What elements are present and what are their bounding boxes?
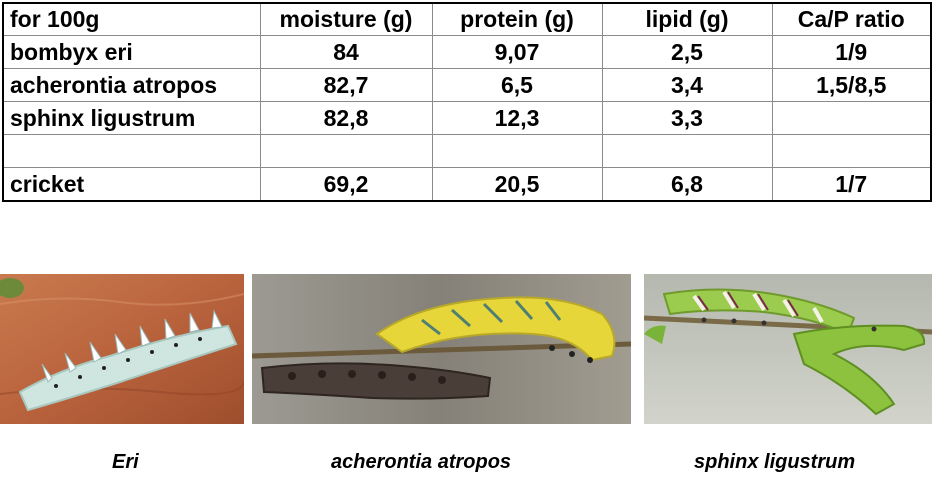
table-header-row: for 100g moisture (g) protein (g) lipid …	[2, 2, 932, 36]
table-row: bombyx eri 84 9,07 2,5 1/9	[2, 35, 932, 69]
row-label: acherontia atropos	[2, 68, 261, 102]
sphinx-caterpillar-photo	[644, 274, 932, 424]
ca-p-ratio-cell: 1/7	[771, 167, 932, 202]
sphinx-caption: sphinx ligustrum	[694, 451, 856, 473]
moisture-cell: 82,7	[259, 68, 433, 102]
lipid-cell	[601, 134, 773, 168]
row-label: bombyx eri	[2, 35, 261, 69]
lipid-cell: 3,4	[601, 68, 773, 102]
header-cell-ca-p-ratio: Ca/P ratio	[771, 2, 932, 36]
moisture-cell	[259, 134, 433, 168]
row-label: cricket	[2, 167, 261, 202]
acherontia-caterpillar-photo	[252, 274, 631, 424]
table-row: cricket 69,2 20,5 6,8 1/7	[2, 167, 932, 202]
moisture-cell: 84	[259, 35, 433, 69]
protein-cell: 20,5	[431, 167, 603, 202]
protein-cell: 9,07	[431, 35, 603, 69]
header-cell-food: for 100g	[2, 2, 261, 36]
table-row: sphinx ligustrum 82,8 12,3 3,3	[2, 101, 932, 135]
lipid-cell: 6,8	[601, 167, 773, 202]
ca-p-ratio-cell: 1/9	[771, 35, 932, 69]
protein-cell: 12,3	[431, 101, 603, 135]
table-row-empty	[2, 134, 932, 168]
moisture-cell: 82,8	[259, 101, 433, 135]
lipid-cell: 3,3	[601, 101, 773, 135]
acherontia-caption: acherontia atropos	[331, 451, 512, 473]
eri-caption: Eri	[112, 451, 139, 473]
ca-p-ratio-cell: 1,5/8,5	[771, 68, 932, 102]
ca-p-ratio-cell	[771, 101, 932, 135]
eri-caterpillar-photo	[0, 274, 244, 424]
nutrition-table: for 100g moisture (g) protein (g) lipid …	[2, 2, 932, 202]
eri-caterpillar-icon	[0, 274, 244, 424]
protein-cell	[431, 134, 603, 168]
header-cell-protein: protein (g)	[431, 2, 603, 36]
moisture-cell: 69,2	[259, 167, 433, 202]
table-row: acherontia atropos 82,7 6,5 3,4 1,5/8,5	[2, 68, 932, 102]
row-label: sphinx ligustrum	[2, 101, 261, 135]
header-cell-moisture: moisture (g)	[259, 2, 433, 36]
lipid-cell: 2,5	[601, 35, 773, 69]
sphinx-caterpillar-icon	[644, 274, 932, 424]
ca-p-ratio-cell	[771, 134, 932, 168]
header-cell-lipid: lipid (g)	[601, 2, 773, 36]
row-label	[2, 134, 261, 168]
protein-cell: 6,5	[431, 68, 603, 102]
acherontia-caterpillar-icon	[252, 274, 631, 424]
